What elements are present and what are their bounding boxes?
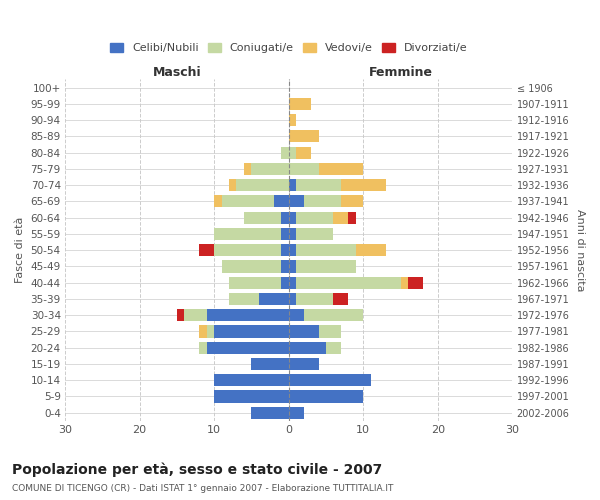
Bar [229, 293, 259, 305]
Y-axis label: Fasce di età: Fasce di età [15, 217, 25, 284]
Bar [289, 276, 296, 289]
Bar [199, 342, 206, 354]
Y-axis label: Anni di nascita: Anni di nascita [575, 209, 585, 292]
Bar [289, 146, 296, 158]
Bar [289, 342, 326, 354]
Bar [214, 196, 221, 207]
Bar [349, 212, 356, 224]
Bar [206, 342, 289, 354]
Bar [244, 163, 251, 175]
Bar [304, 196, 341, 207]
Bar [289, 293, 296, 305]
Bar [214, 374, 289, 386]
Bar [341, 179, 386, 191]
Legend: Celibi/Nubili, Coniugati/e, Vedovi/e, Divorziati/e: Celibi/Nubili, Coniugati/e, Vedovi/e, Di… [107, 40, 470, 56]
Bar [296, 244, 356, 256]
Text: Femmine: Femmine [368, 66, 433, 80]
Bar [296, 276, 401, 289]
Bar [244, 212, 281, 224]
Bar [289, 228, 296, 240]
Bar [274, 196, 289, 207]
Bar [356, 244, 386, 256]
Bar [281, 276, 289, 289]
Bar [408, 276, 423, 289]
Bar [289, 196, 304, 207]
Bar [289, 358, 319, 370]
Bar [251, 406, 289, 419]
Bar [289, 98, 311, 110]
Bar [296, 179, 341, 191]
Bar [289, 163, 319, 175]
Bar [319, 326, 341, 338]
Bar [289, 179, 296, 191]
Bar [199, 244, 214, 256]
Bar [289, 326, 319, 338]
Text: COMUNE DI TICENGO (CR) - Dati ISTAT 1° gennaio 2007 - Elaborazione TUTTITALIA.IT: COMUNE DI TICENGO (CR) - Dati ISTAT 1° g… [12, 484, 394, 493]
Bar [289, 390, 363, 402]
Bar [289, 244, 296, 256]
Bar [221, 260, 281, 272]
Bar [289, 114, 296, 126]
Bar [326, 342, 341, 354]
Bar [177, 309, 184, 322]
Bar [289, 406, 304, 419]
Bar [296, 228, 334, 240]
Bar [289, 212, 296, 224]
Bar [281, 146, 289, 158]
Bar [296, 293, 334, 305]
Bar [296, 260, 356, 272]
Bar [206, 326, 214, 338]
Bar [341, 196, 363, 207]
Bar [236, 179, 289, 191]
Bar [214, 390, 289, 402]
Bar [214, 244, 281, 256]
Text: Popolazione per età, sesso e stato civile - 2007: Popolazione per età, sesso e stato civil… [12, 462, 382, 477]
Bar [304, 309, 363, 322]
Bar [319, 163, 363, 175]
Bar [289, 130, 319, 142]
Bar [281, 260, 289, 272]
Bar [229, 179, 236, 191]
Bar [229, 276, 281, 289]
Text: Maschi: Maschi [152, 66, 201, 80]
Bar [281, 228, 289, 240]
Bar [289, 309, 304, 322]
Bar [401, 276, 408, 289]
Bar [334, 212, 349, 224]
Bar [251, 163, 289, 175]
Bar [206, 309, 289, 322]
Bar [296, 146, 311, 158]
Bar [296, 212, 334, 224]
Bar [221, 196, 274, 207]
Bar [199, 326, 206, 338]
Bar [214, 228, 281, 240]
Bar [289, 260, 296, 272]
Bar [251, 358, 289, 370]
Bar [334, 293, 349, 305]
Bar [259, 293, 289, 305]
Bar [281, 212, 289, 224]
Bar [289, 374, 371, 386]
Bar [184, 309, 206, 322]
Bar [214, 326, 289, 338]
Bar [281, 244, 289, 256]
